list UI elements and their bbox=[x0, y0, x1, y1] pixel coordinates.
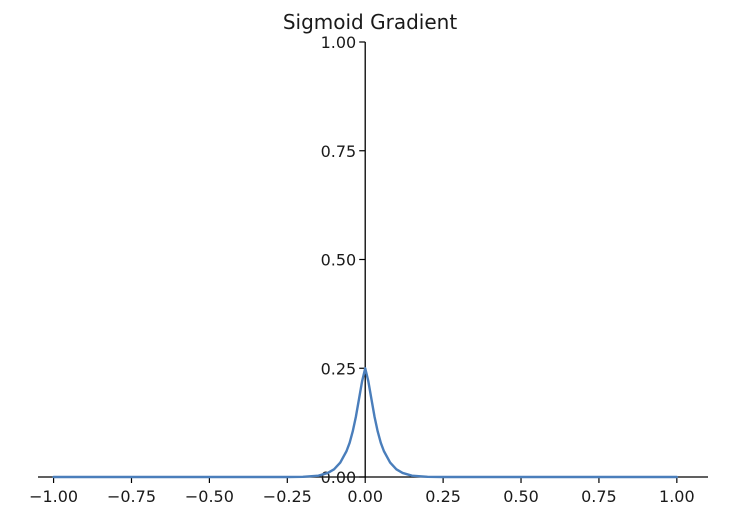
x-tick-label: −0.50 bbox=[185, 487, 234, 506]
y-tick-label: 0.75 bbox=[321, 142, 357, 161]
series-layer bbox=[52, 367, 679, 479]
series-line-0 bbox=[52, 367, 679, 479]
x-tick-label: 0.25 bbox=[425, 487, 461, 506]
x-axis-ticks: −1.00 −0.75 −0.50 −0.25 0.00 0.25 0.50 0.75 1.00 bbox=[29, 477, 695, 506]
chart-title: Sigmoid Gradient bbox=[283, 10, 457, 34]
y-axis-ticks: 0.00 0.25 0.50 0.75 1.00 bbox=[321, 33, 366, 487]
y-tick-label: 0.50 bbox=[321, 251, 357, 270]
x-tick-label: 0.50 bbox=[503, 487, 539, 506]
x-tick-label: −1.00 bbox=[29, 487, 78, 506]
y-tick-label: 0.25 bbox=[321, 359, 357, 378]
x-tick-label: 0.75 bbox=[581, 487, 617, 506]
y-tick-label: 1.00 bbox=[321, 33, 357, 52]
x-tick-label: 0.00 bbox=[347, 487, 383, 506]
y-tick-label: 0.00 bbox=[321, 468, 357, 487]
x-tick-label: −0.25 bbox=[263, 487, 312, 506]
x-tick-label: 1.00 bbox=[659, 487, 695, 506]
x-tick-label: −0.75 bbox=[107, 487, 156, 506]
